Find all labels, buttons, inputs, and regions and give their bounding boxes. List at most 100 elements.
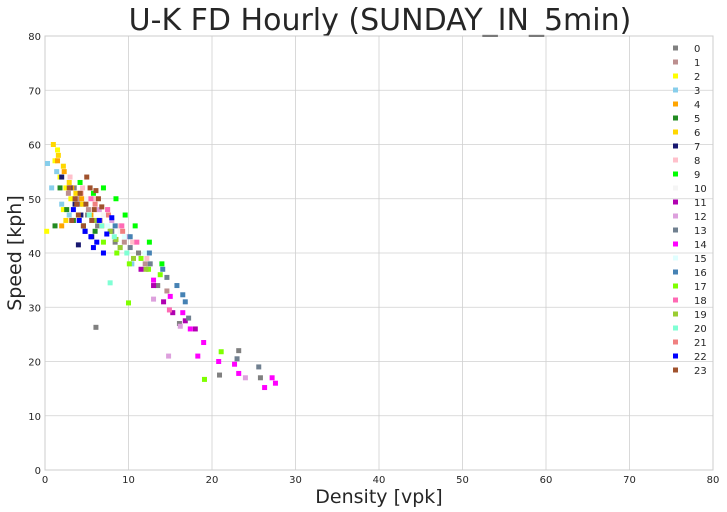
data-point	[55, 158, 61, 164]
data-point	[269, 375, 275, 381]
legend-marker	[673, 45, 678, 51]
data-point	[61, 169, 67, 175]
x-tick-label: 20	[206, 475, 219, 486]
data-point	[134, 239, 140, 245]
data-point	[146, 250, 152, 256]
legend-marker	[673, 367, 678, 373]
data-point	[80, 223, 86, 229]
data-point	[113, 236, 119, 242]
legend-label: 22	[694, 352, 707, 363]
data-point	[236, 348, 242, 354]
series-6	[50, 142, 86, 223]
legend-label: 9	[694, 170, 700, 181]
data-point	[257, 375, 263, 381]
data-point	[176, 321, 182, 327]
y-axis-ticks: 0 10 20 30 40 50 60 70 80	[28, 32, 41, 477]
data-point	[77, 201, 83, 207]
data-point	[84, 196, 90, 202]
series-19	[92, 217, 149, 272]
data-point	[201, 340, 207, 346]
data-point	[50, 142, 56, 147]
legend-label: 11	[694, 198, 707, 209]
legend-label: 16	[694, 268, 707, 279]
data-point	[52, 223, 58, 229]
legend-label: 19	[694, 310, 707, 321]
data-point	[164, 274, 170, 280]
series-23	[66, 174, 105, 229]
legend-label: 12	[694, 212, 707, 223]
data-point	[146, 266, 152, 272]
series-8	[67, 174, 150, 261]
data-point	[73, 190, 79, 196]
data-point	[117, 245, 123, 251]
legend-label: 20	[694, 324, 707, 335]
legend-marker	[673, 283, 678, 289]
data-point	[84, 174, 90, 180]
data-point	[147, 261, 153, 267]
data-point	[113, 196, 119, 202]
data-point	[100, 250, 106, 256]
data-point	[217, 372, 223, 378]
data-point	[88, 234, 94, 240]
data-point	[157, 272, 163, 278]
data-point	[109, 215, 115, 221]
legend-marker	[673, 269, 678, 275]
data-point	[119, 223, 125, 229]
data-point	[127, 234, 133, 240]
data-point	[130, 239, 136, 245]
data-point	[232, 361, 238, 367]
legend-label: 6	[694, 128, 700, 139]
data-point	[90, 190, 96, 196]
data-point	[66, 179, 72, 185]
y-tick-label: 30	[28, 303, 41, 314]
legend-label: 14	[694, 240, 707, 251]
y-tick-label: 60	[28, 141, 41, 152]
data-point	[52, 158, 58, 164]
x-axis-label: Density [vpk]	[315, 486, 442, 508]
x-tick-label: 50	[456, 475, 469, 486]
x-axis-ticks: 0 10 20 30 40 50 60 70 80	[42, 475, 720, 486]
data-point	[143, 266, 149, 272]
data-point	[87, 185, 93, 191]
legend-marker	[673, 311, 678, 317]
data-point	[187, 326, 193, 332]
y-tick-label: 40	[28, 249, 41, 260]
data-point	[177, 323, 183, 329]
x-tick-label: 60	[540, 475, 553, 486]
data-point	[112, 223, 118, 229]
data-point	[120, 228, 126, 234]
data-point	[78, 212, 84, 218]
series-16	[112, 223, 188, 305]
x-tick-label: 30	[289, 475, 302, 486]
data-point	[151, 283, 157, 289]
data-point	[88, 196, 94, 202]
data-point	[121, 239, 127, 245]
y-tick-label: 10	[28, 412, 41, 423]
data-point	[93, 324, 99, 330]
data-point	[104, 231, 110, 237]
data-point	[92, 217, 98, 223]
legend-label: 15	[694, 254, 707, 265]
data-point	[242, 375, 248, 381]
series-18	[88, 196, 172, 313]
data-point	[126, 300, 131, 306]
data-point	[164, 288, 170, 294]
data-point	[114, 250, 120, 256]
data-point	[131, 255, 137, 261]
data-point	[89, 217, 95, 223]
legend-marker	[673, 325, 678, 331]
data-point	[72, 196, 78, 202]
series-15	[105, 223, 148, 256]
data-point	[77, 190, 83, 196]
y-tick-label: 70	[28, 86, 41, 97]
data-point	[174, 283, 180, 289]
data-point	[100, 185, 106, 191]
data-point	[170, 310, 176, 316]
x-tick-label: 0	[42, 475, 48, 486]
legend-label: 5	[694, 114, 700, 125]
data-point	[151, 296, 157, 302]
data-point	[105, 223, 111, 229]
series-11	[138, 266, 198, 332]
data-point	[44, 228, 50, 234]
data-point	[99, 223, 105, 229]
